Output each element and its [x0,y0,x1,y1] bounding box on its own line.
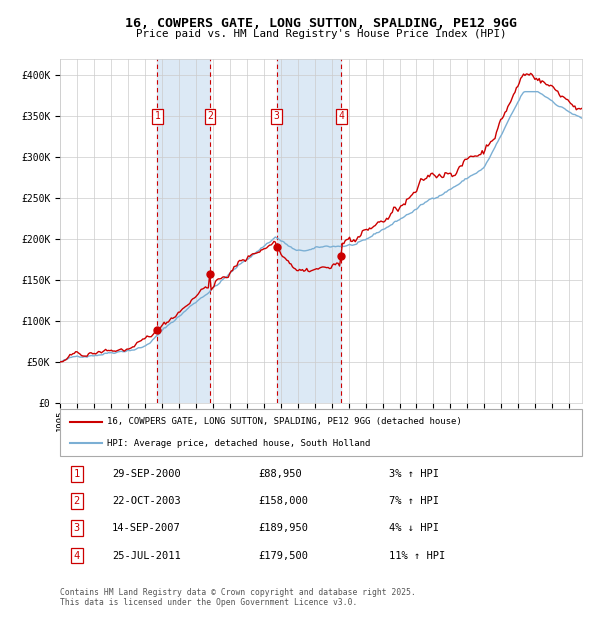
Text: £88,950: £88,950 [259,469,302,479]
Text: 22-OCT-2003: 22-OCT-2003 [112,496,181,506]
Text: Contains HM Land Registry data © Crown copyright and database right 2025.
This d: Contains HM Land Registry data © Crown c… [60,588,416,608]
Text: 16, COWPERS GATE, LONG SUTTON, SPALDING, PE12 9GG (detached house): 16, COWPERS GATE, LONG SUTTON, SPALDING,… [107,417,462,427]
Text: 11% ↑ HPI: 11% ↑ HPI [389,551,445,560]
Text: 29-SEP-2000: 29-SEP-2000 [112,469,181,479]
Text: 1: 1 [74,469,80,479]
Text: 7% ↑ HPI: 7% ↑ HPI [389,496,439,506]
Bar [157,59,210,403]
Text: 3: 3 [274,111,280,122]
Text: 16, COWPERS GATE, LONG SUTTON, SPALDING, PE12 9GG: 16, COWPERS GATE, LONG SUTTON, SPALDING,… [125,17,517,30]
Text: 4: 4 [74,551,80,560]
Text: 2: 2 [74,496,80,506]
Text: £158,000: £158,000 [259,496,308,506]
FancyBboxPatch shape [60,409,582,456]
Text: 4% ↓ HPI: 4% ↓ HPI [389,523,439,533]
Text: 4: 4 [338,111,344,122]
Text: HPI: Average price, detached house, South Holland: HPI: Average price, detached house, Sout… [107,438,370,448]
Text: 25-JUL-2011: 25-JUL-2011 [112,551,181,560]
Text: £179,500: £179,500 [259,551,308,560]
Text: 3: 3 [74,523,80,533]
Text: Price paid vs. HM Land Registry's House Price Index (HPI): Price paid vs. HM Land Registry's House … [136,29,506,38]
Bar [277,59,341,403]
Text: 3% ↑ HPI: 3% ↑ HPI [389,469,439,479]
Text: £189,950: £189,950 [259,523,308,533]
Text: 14-SEP-2007: 14-SEP-2007 [112,523,181,533]
Text: 2: 2 [207,111,213,122]
Text: 1: 1 [155,111,161,122]
